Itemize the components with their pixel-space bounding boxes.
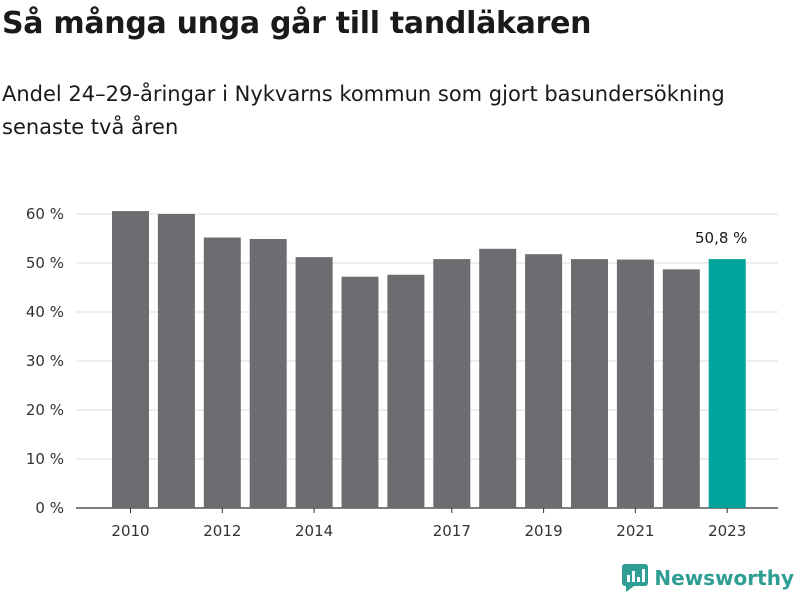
bar-chart: 0 % 10 % 20 % 30 % 40 % 50 % 60 % 2010 2012 2014 2… bbox=[26, 205, 778, 540]
y-tick-label: 40 % bbox=[26, 303, 64, 321]
bar-2016 bbox=[387, 274, 425, 508]
bar-2019 bbox=[525, 254, 563, 508]
bar-2014 bbox=[295, 257, 333, 508]
y-tick-label: 0 % bbox=[35, 499, 64, 517]
bar-2017 bbox=[433, 259, 471, 508]
bar-2012 bbox=[203, 237, 241, 508]
y-tick-label: 10 % bbox=[26, 450, 64, 468]
y-tick-label: 30 % bbox=[26, 352, 64, 370]
value-annotation: 50,8 % bbox=[695, 229, 747, 247]
x-tick-label: 2010 bbox=[111, 522, 149, 540]
x-tick-label: 2012 bbox=[203, 522, 241, 540]
chart-subtitle: Andel 24–29-åringar i Nykvarns kommun so… bbox=[2, 82, 725, 139]
x-tick-label: 2017 bbox=[433, 522, 471, 540]
bar-2021 bbox=[616, 259, 654, 508]
bar-2020 bbox=[571, 259, 608, 508]
newsworthy-icon bbox=[622, 564, 649, 592]
bar-2015 bbox=[341, 276, 379, 508]
bar-2011 bbox=[157, 214, 195, 508]
x-tick-label: 2023 bbox=[708, 522, 746, 540]
brand-name: Newsworthy bbox=[654, 566, 794, 590]
x-tick-label: 2021 bbox=[616, 522, 654, 540]
newsworthy-logo: Newsworthy bbox=[622, 564, 794, 592]
bar-2010 bbox=[112, 211, 149, 508]
chart-title: Så många unga går till tandläkaren bbox=[2, 6, 592, 41]
bar-2022 bbox=[662, 269, 700, 508]
y-tick-label: 60 % bbox=[26, 205, 64, 223]
y-tick-label: 20 % bbox=[26, 401, 64, 419]
bar-2018 bbox=[479, 248, 517, 509]
bars bbox=[112, 211, 746, 509]
labels: 0 % 10 % 20 % 30 % 40 % 50 % 60 % 2010 2012 2014 2… bbox=[26, 205, 748, 540]
x-tick-label: 2019 bbox=[525, 522, 563, 540]
y-tick-label: 50 % bbox=[26, 254, 64, 272]
x-tick-label: 2014 bbox=[295, 522, 333, 540]
bar-2023 bbox=[708, 259, 746, 508]
bar-2013 bbox=[249, 238, 287, 509]
